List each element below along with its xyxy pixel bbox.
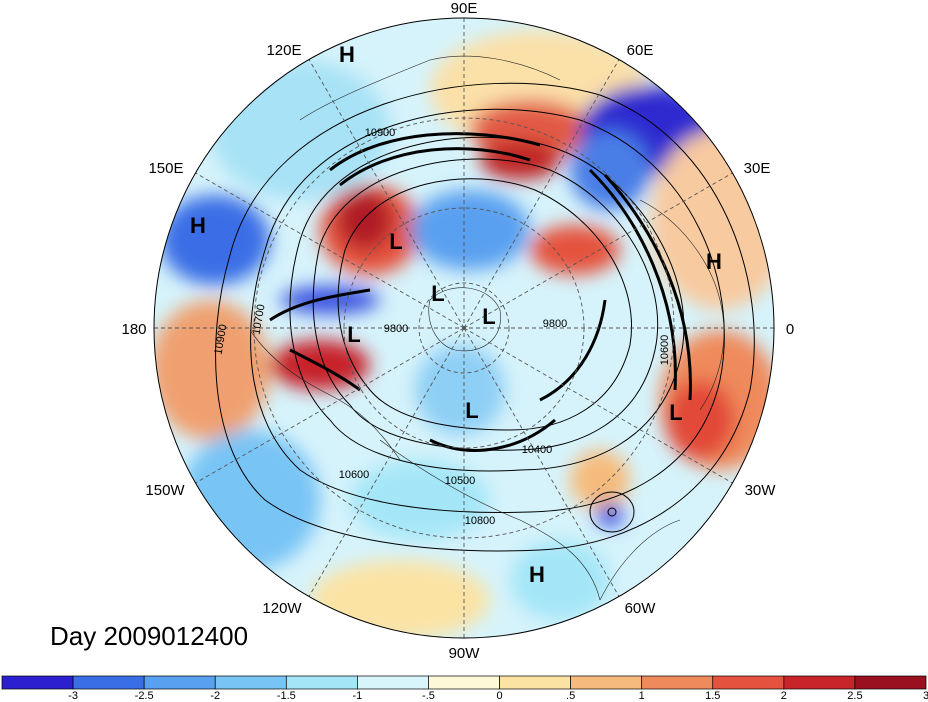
contour-label: 10600: [339, 469, 370, 481]
contour-label: 10900: [212, 323, 229, 355]
lon-label-30e: 30E: [744, 160, 771, 177]
colorbar-swatch: [854, 675, 927, 690]
contour-label: 9800: [384, 323, 408, 335]
colorbar-swatch: [428, 675, 500, 690]
map-title: Day 2009012400: [50, 621, 248, 651]
lon-label-60e: 60E: [627, 42, 654, 59]
height-contours: [215, 82, 755, 552]
colorbar-tick-label: 3: [923, 690, 928, 702]
colorbar-tick-label: -2.5: [135, 690, 154, 702]
lon-label-120w: 120W: [262, 600, 302, 617]
coastlines: [249, 55, 725, 601]
colorbar-swatch: [712, 675, 785, 690]
high-pressure-label: H: [706, 249, 722, 274]
lon-label-150e: 150E: [148, 160, 183, 177]
contour-label: 10800: [465, 515, 496, 527]
colorbar-swatch: [143, 675, 216, 690]
lon-label-120e: 120E: [266, 42, 301, 59]
lon-label-150w: 150W: [145, 482, 185, 499]
high-pressure-label: H: [190, 213, 206, 238]
anomaly-field: [154, 18, 774, 638]
colorbar-swatch: [499, 675, 571, 690]
contour-label: 10900: [365, 127, 396, 139]
graticule: [154, 18, 774, 638]
colorbar-swatch: [570, 675, 643, 690]
low-pressure-label: L: [389, 229, 402, 254]
colorbar-tick-label: -1: [352, 690, 362, 702]
colorbar-tick-label: 2: [781, 690, 787, 702]
colorbar-tick-label: 0: [496, 690, 502, 702]
contour-label: 10600: [659, 335, 671, 366]
lon-label-30w: 30W: [745, 482, 777, 499]
colorbar-tick-label: -2: [210, 690, 220, 702]
colorbar-swatch: [1, 675, 74, 690]
colorbar-swatch: [285, 675, 358, 690]
low-pressure-label: L: [431, 281, 444, 306]
lon-label-90e: 90E: [451, 0, 478, 17]
contour-labels: 10900 10900 10700 9800 9800 10600 10500 …: [212, 127, 671, 527]
colorbar-tick-label: -3: [68, 690, 78, 702]
colorbar-tick-label: -.5: [422, 690, 435, 702]
low-pressure-label: L: [465, 398, 478, 423]
low-pressure-label: L: [669, 400, 682, 425]
colorbar-swatch: [783, 675, 856, 690]
colorbar-swatch: [641, 675, 714, 690]
colorbar-tick-label: 2.5: [847, 690, 862, 702]
low-pressure-label: L: [347, 322, 360, 347]
pressure-systems: H H H H L L L L L L: [190, 42, 722, 587]
contour-label: 10400: [522, 444, 553, 456]
lon-label-0: 0: [786, 321, 794, 338]
lon-label-180: 180: [121, 321, 146, 338]
low-pressure-label: L: [482, 304, 495, 329]
contour-label: 9800: [543, 318, 567, 330]
high-pressure-label: H: [339, 42, 355, 67]
colorbar-tick-label: 1: [639, 690, 645, 702]
longitude-labels: 90E 60E 30E 0 30W 60W 90W 120W 150W 180 …: [121, 0, 794, 662]
colorbar-tick-label: .5: [566, 690, 575, 702]
contour-label: 10500: [445, 475, 476, 487]
lon-label-90w: 90W: [449, 645, 481, 662]
high-pressure-label: H: [529, 562, 545, 587]
map-boundary: [153, 17, 775, 639]
lon-label-60w: 60W: [625, 600, 657, 617]
colorbar-tick-label: -1.5: [277, 690, 296, 702]
colorbar-swatch: [214, 675, 287, 690]
colorbar-swatch: [357, 675, 429, 690]
colorbar-tick-label: 1.5: [705, 690, 720, 702]
contour-label: 10700: [250, 303, 267, 335]
colorbar: -3 -2.5 -2 -1.5 -1 -.5 0 .5 1 1.5 2 2.5 3: [1, 675, 928, 702]
colorbar-swatch: [72, 675, 145, 690]
